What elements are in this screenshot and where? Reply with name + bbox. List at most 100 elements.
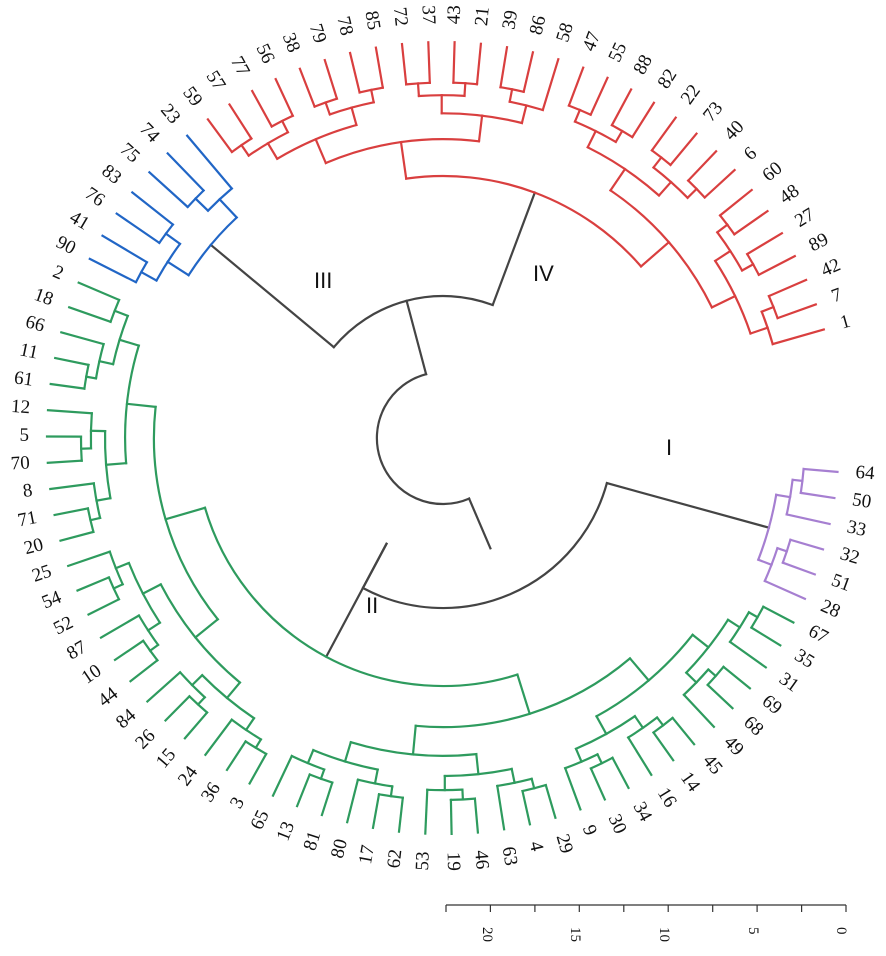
leaf-label-16: 16 xyxy=(653,784,681,811)
leaf-label-23: 23 xyxy=(156,100,184,128)
cluster-IV-branch xyxy=(703,168,737,200)
cluster-II-branch xyxy=(193,617,220,639)
cluster-II-branch xyxy=(706,683,735,710)
cluster-IV-branch xyxy=(567,66,585,108)
cluster-II-branch xyxy=(726,618,742,629)
cluster-II-branch xyxy=(89,516,102,522)
cluster-IV-branch xyxy=(745,231,784,256)
leaf-labels: 6450333251286735316968494514163430929463… xyxy=(10,5,876,871)
leaf-label-79: 79 xyxy=(305,21,331,45)
leaf-label-5: 5 xyxy=(19,425,29,446)
leaf-label-35: 35 xyxy=(791,645,818,673)
cluster-IV-branch xyxy=(266,141,279,161)
trunk-link-I-II xyxy=(361,542,388,590)
scale-label-0: 0 xyxy=(833,927,849,935)
cluster-II-branch xyxy=(671,716,696,746)
cluster-II-branch xyxy=(373,768,379,785)
cluster-II-branch xyxy=(345,778,360,824)
scale-label-15: 15 xyxy=(567,927,583,942)
leaf-label-25: 25 xyxy=(29,561,54,587)
cluster-IV-branch xyxy=(350,106,358,127)
cluster-IV-branch xyxy=(499,45,509,89)
cluster-IV-branch xyxy=(749,326,769,335)
clade-label-I: I xyxy=(666,435,672,460)
leaf-label-4: 4 xyxy=(525,839,548,853)
cluster-II-branch xyxy=(544,783,557,820)
leaf-label-18: 18 xyxy=(31,284,56,310)
leaf-label-65: 65 xyxy=(247,807,274,833)
leaf-label-58: 58 xyxy=(552,20,578,44)
leaf-label-14: 14 xyxy=(676,768,704,796)
clade-label-II: II xyxy=(366,593,378,618)
cluster-II-branch xyxy=(113,639,145,662)
leaf-label-7: 7 xyxy=(829,284,845,307)
cluster-IV-branch xyxy=(710,294,737,309)
cluster-II-branch xyxy=(59,530,95,543)
leaf-label-29: 29 xyxy=(552,832,578,856)
leaf-label-78: 78 xyxy=(332,14,357,37)
cluster-II-branch xyxy=(626,735,653,777)
cluster-I-branch xyxy=(763,579,807,601)
scale-label-10: 10 xyxy=(656,927,672,942)
leaf-label-13: 13 xyxy=(273,819,300,844)
cluster-III-branch xyxy=(139,270,158,282)
leaf-label-81: 81 xyxy=(300,829,326,854)
cluster-II-branch xyxy=(46,459,83,464)
cluster-II-branch xyxy=(87,597,121,616)
cluster-II-branch xyxy=(461,788,465,801)
cluster-IV-branch xyxy=(740,262,755,272)
cluster-IV-branch xyxy=(573,108,582,124)
cluster-III-branch xyxy=(185,134,234,191)
cluster-II-branch xyxy=(84,375,98,380)
cluster-II-branch xyxy=(633,714,645,730)
cluster-IV-branch xyxy=(608,167,627,192)
cluster-II-branch xyxy=(343,740,353,763)
leaf-label-77: 77 xyxy=(226,53,254,80)
leaf-label-82: 82 xyxy=(654,65,682,92)
cluster-II-branch xyxy=(67,305,113,324)
cluster-IV-node-arc xyxy=(404,174,643,268)
cluster-I-branch xyxy=(785,513,831,526)
cluster-IV-branch xyxy=(520,104,528,125)
trunk-root-arc xyxy=(375,372,471,506)
leaf-label-19: 19 xyxy=(443,852,464,871)
cluster-IV-branch xyxy=(206,117,234,154)
cluster-II-branch xyxy=(521,789,532,826)
cluster-II-branch xyxy=(99,613,141,640)
cluster-IV-branch xyxy=(522,50,535,94)
cluster-II-branch xyxy=(98,359,115,366)
leaf-label-72: 72 xyxy=(389,6,412,27)
trunk-branch-III xyxy=(209,243,336,349)
leaf-label-87: 87 xyxy=(63,637,90,665)
cluster-III-branch xyxy=(130,190,175,227)
cluster-II-branch xyxy=(574,747,583,764)
cluster-II-branch xyxy=(516,673,532,716)
leaf-label-89: 89 xyxy=(805,229,832,256)
cluster-II-branch xyxy=(747,610,760,619)
leaf-label-26: 26 xyxy=(131,725,159,753)
leaf-label-11: 11 xyxy=(18,339,40,363)
cluster-II-branch xyxy=(510,767,516,785)
cluster-II-branch xyxy=(146,621,162,632)
cluster-IV-branch xyxy=(463,82,467,98)
cluster-II-branch xyxy=(104,462,128,466)
leaf-label-6: 6 xyxy=(740,143,761,165)
leaf-label-21: 21 xyxy=(471,6,494,27)
cluster-IV-branch xyxy=(718,188,754,217)
cluster-II-branch xyxy=(749,626,782,647)
cluster-IV-branch xyxy=(250,89,274,128)
cluster-I-branch xyxy=(799,491,836,500)
cluster-II-branch xyxy=(141,582,163,596)
cluster-IV-branch xyxy=(452,41,456,84)
cluster-IV-branch xyxy=(630,101,656,139)
cluster-II-branch xyxy=(706,667,718,678)
cluster-IV-branch xyxy=(760,305,775,314)
leaf-label-34: 34 xyxy=(629,798,657,825)
leaf-label-54: 54 xyxy=(39,586,65,613)
cluster-IV-branch xyxy=(314,137,328,165)
trunk-branch-IV xyxy=(491,191,537,307)
cluster-IV-branch xyxy=(475,42,483,86)
leaf-label-88: 88 xyxy=(629,51,657,78)
cluster-IV-branch xyxy=(348,51,361,94)
